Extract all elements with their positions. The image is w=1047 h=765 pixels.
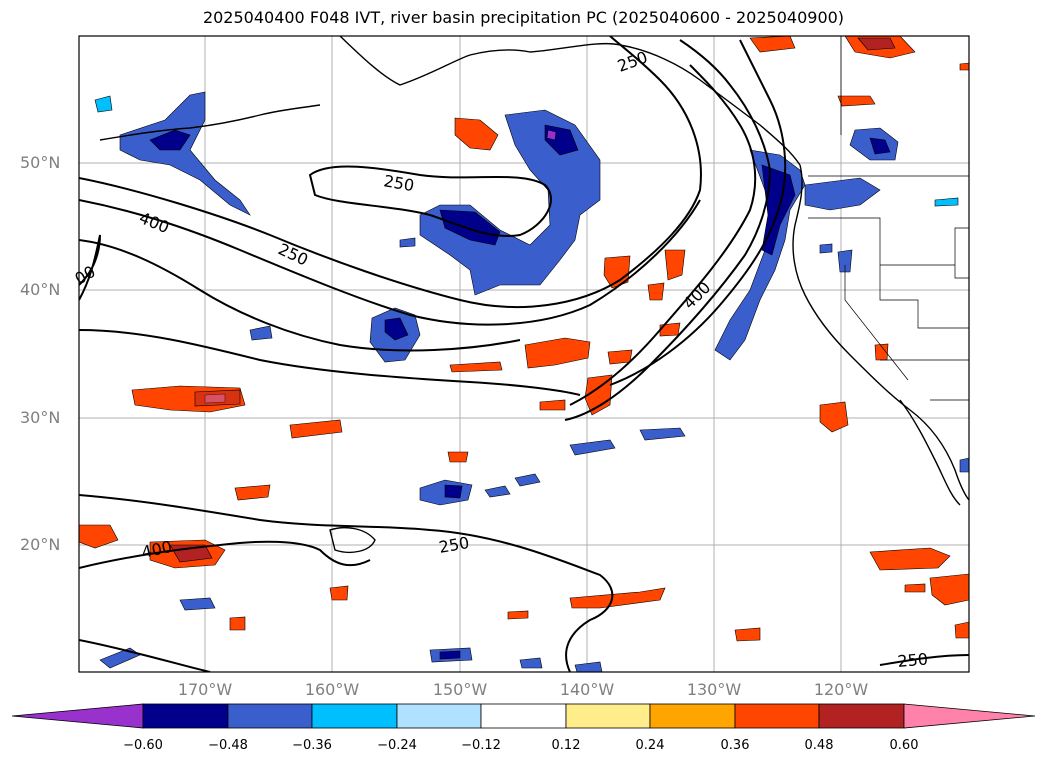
colorbar-tick: −0.12 bbox=[461, 738, 501, 753]
lon-label-160w: 160°W bbox=[304, 680, 360, 699]
lat-label-50n: 50°N bbox=[20, 153, 61, 172]
blue-region-central bbox=[419, 109, 601, 296]
colorbar-tick: −0.60 bbox=[123, 738, 163, 753]
map-title: 2025040400 F048 IVT, river basin precipi… bbox=[202, 8, 845, 27]
aleutian-chain bbox=[99, 104, 321, 141]
negative-precip-regions bbox=[94, 91, 969, 672]
contour-label: 250 bbox=[275, 239, 311, 269]
contour-label: 400 bbox=[679, 278, 714, 313]
lon-label-150w: 150°W bbox=[432, 680, 488, 699]
blue-region-aleutian bbox=[119, 91, 251, 216]
us-state-lines bbox=[808, 217, 969, 401]
ivt-400-southern-lobe bbox=[79, 540, 371, 569]
colorbar-tick: −0.36 bbox=[292, 738, 332, 753]
north-america-coast bbox=[792, 164, 969, 501]
ivt-400-plume-inner bbox=[569, 64, 757, 406]
lon-label-170w: 170°W bbox=[177, 680, 233, 699]
ivt-west-lobe bbox=[79, 234, 101, 301]
colorbar-tick: −0.48 bbox=[208, 738, 248, 753]
lat-label-30n: 30°N bbox=[20, 408, 61, 427]
contour-label: 250 bbox=[615, 47, 650, 75]
colorbar-extend-low bbox=[11, 703, 144, 729]
ivt-400-inner bbox=[79, 239, 521, 352]
lat-label-20n: 20°N bbox=[20, 535, 61, 554]
colorbar bbox=[11, 703, 1036, 729]
colorbar-extend-high bbox=[903, 703, 1036, 729]
coastlines bbox=[99, 36, 969, 553]
lon-label-120w: 120°W bbox=[813, 680, 869, 699]
contour-label: 00 bbox=[72, 262, 99, 289]
contour-label: 250 bbox=[437, 533, 470, 557]
ivt-250-east bbox=[609, 39, 787, 386]
ivt-contours bbox=[79, 36, 969, 672]
colorbar-tick: −0.24 bbox=[377, 738, 417, 753]
map-frame bbox=[78, 35, 970, 673]
ivt-250-east-bottom bbox=[879, 654, 969, 666]
colorbar-tick: 0.24 bbox=[635, 738, 665, 753]
ivt-400-south bbox=[79, 329, 581, 396]
contour-label: 250 bbox=[382, 171, 415, 195]
alaska-coast bbox=[339, 36, 801, 166]
lat-label-40n: 40°N bbox=[20, 280, 61, 299]
ivt-250-loop bbox=[308, 165, 552, 237]
ivt-400-west bbox=[79, 199, 701, 326]
hawaii-island bbox=[329, 527, 376, 553]
lon-label-140w: 140°W bbox=[559, 680, 615, 699]
colorbar-tick: 0.12 bbox=[551, 738, 581, 753]
colorbar-tick: 0.48 bbox=[804, 738, 834, 753]
ivt-400-plume bbox=[564, 39, 772, 421]
contour-label: 400 bbox=[137, 208, 172, 237]
lon-label-130w: 130°W bbox=[686, 680, 742, 699]
positive-precip-regions bbox=[79, 36, 969, 642]
baja-coast bbox=[899, 399, 961, 506]
contour-label: 250 bbox=[897, 649, 929, 671]
colorbar-tick: 0.36 bbox=[720, 738, 750, 753]
ivt-250-main bbox=[79, 36, 702, 308]
colorbar-tick: 0.60 bbox=[889, 738, 919, 753]
ivt-250-south bbox=[79, 494, 614, 672]
ivt-250-se bbox=[79, 639, 211, 672]
